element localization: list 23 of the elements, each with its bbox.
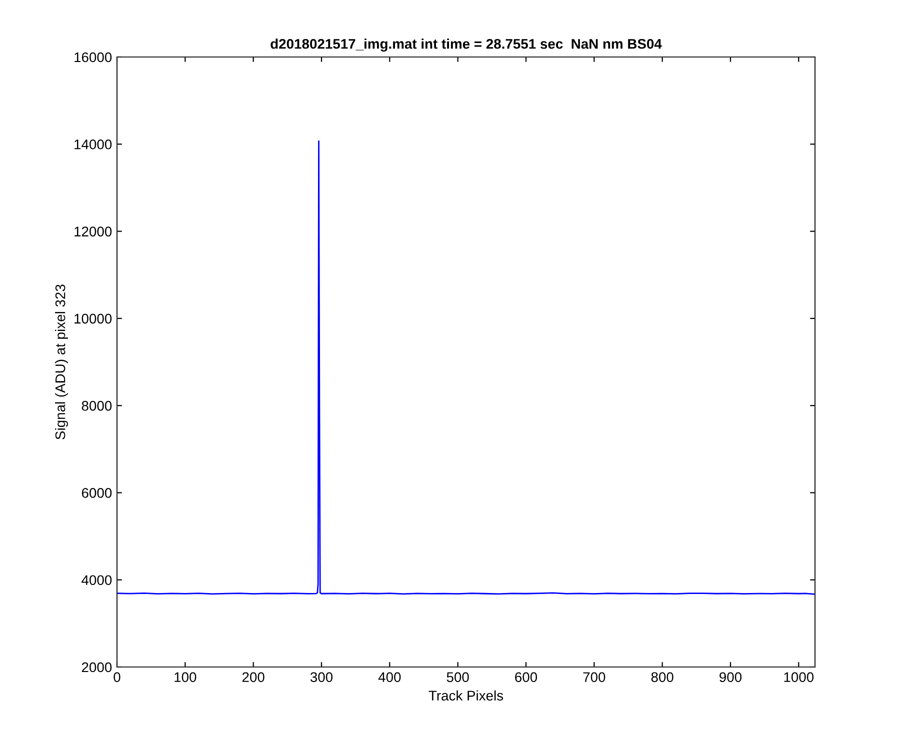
y-tick-label: 16000 [74, 52, 112, 62]
y-tick-label: 12000 [74, 226, 112, 236]
x-tick-label: 200 [242, 672, 264, 682]
y-tick-label: 14000 [74, 139, 112, 150]
y-tick-label: 10000 [74, 314, 112, 324]
x-tick-label: 1000 [784, 672, 814, 682]
line-series [117, 140, 815, 595]
y-tick-label: 2000 [82, 662, 112, 672]
chart-title: d2018021517_img.mat int time = 28.7551 sec NaN nm BS04 [270, 38, 662, 52]
y-axis-title: Signal (ADU) at pixel 323 [55, 284, 68, 440]
x-tick-label: 800 [651, 672, 674, 682]
x-tick-label: 900 [720, 672, 742, 682]
x-tick-label: 500 [446, 672, 469, 682]
x-tick-label: 600 [515, 672, 538, 682]
x-tick-label: 0 [114, 672, 120, 682]
x-tick-label: 400 [378, 672, 401, 682]
y-tick-label: 6000 [82, 488, 112, 498]
x-tick-label: 100 [174, 672, 196, 682]
y-tick-label: 4000 [82, 575, 112, 586]
x-axis-title: Track Pixels [428, 690, 504, 701]
x-tick-label: 700 [583, 672, 606, 682]
y-tick-label: 8000 [82, 400, 112, 411]
x-tick-label: 300 [310, 672, 333, 682]
